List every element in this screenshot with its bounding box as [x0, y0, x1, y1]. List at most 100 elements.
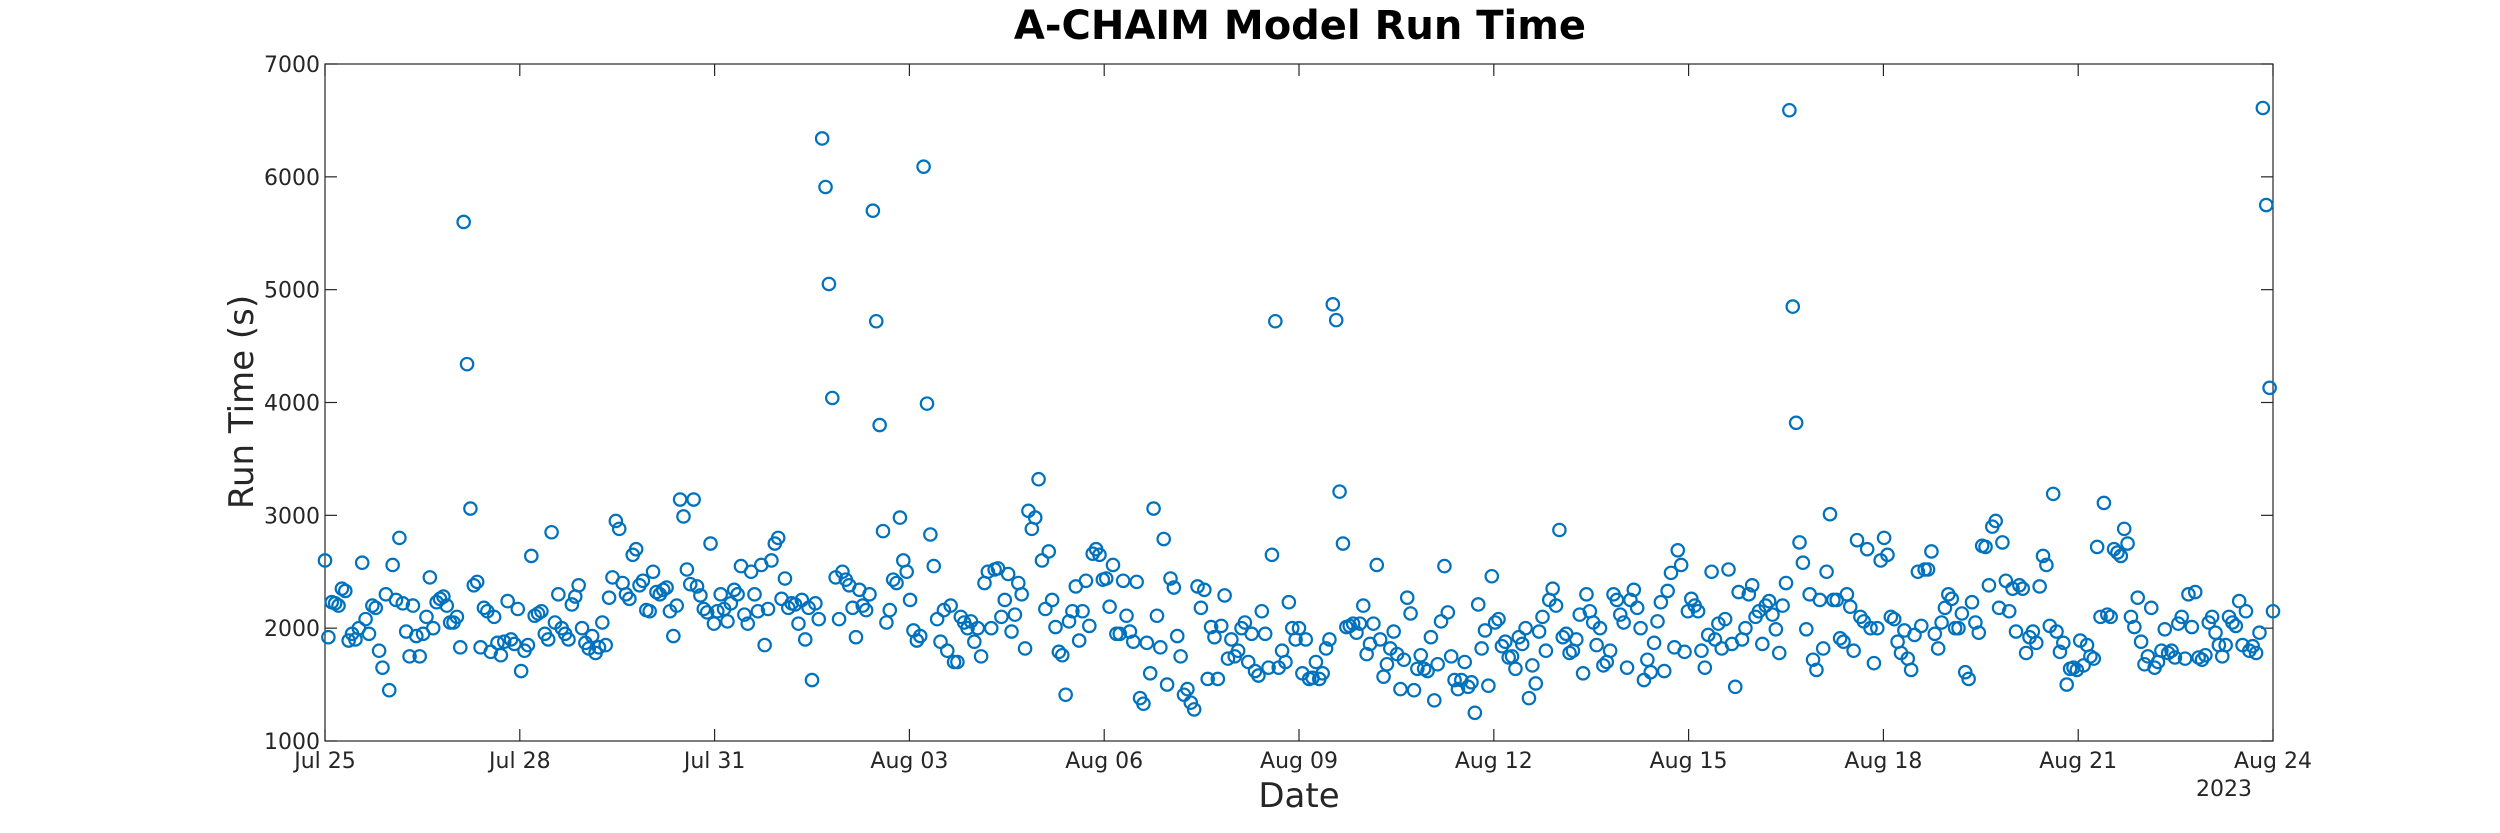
data-point — [1464, 675, 1479, 690]
data-point — [439, 598, 455, 613]
data-point — [821, 276, 837, 292]
data-point — [808, 596, 823, 611]
data-point — [818, 179, 833, 195]
data-point — [2177, 651, 2193, 666]
data-point — [943, 598, 958, 613]
data-point — [1508, 661, 1523, 677]
data-point — [409, 628, 424, 644]
data-point — [926, 558, 942, 574]
data-point — [750, 603, 766, 619]
data-point — [1934, 615, 1949, 630]
data-point — [392, 530, 407, 546]
data-point — [2110, 545, 2125, 560]
data-point — [2265, 603, 2281, 619]
data-point — [2225, 615, 2240, 630]
data-point — [2255, 100, 2271, 116]
data-point — [1048, 619, 1063, 635]
data-point — [1224, 632, 1239, 647]
data-point — [1798, 621, 1814, 637]
data-point — [1078, 573, 1094, 589]
data-point — [885, 572, 901, 587]
data-point — [1322, 632, 1337, 647]
data-point — [1819, 564, 1834, 580]
data-point — [791, 616, 806, 631]
data-point — [1619, 660, 1635, 675]
chart-title: A-CHAIM Model Run Time — [1014, 3, 1586, 49]
data-point — [2005, 581, 2020, 596]
data-point — [737, 607, 752, 622]
data-point — [608, 513, 624, 529]
data-point — [1159, 677, 1175, 692]
data-point — [970, 620, 986, 636]
data-point — [2198, 647, 2213, 663]
data-point — [2120, 536, 2135, 551]
data-point — [385, 557, 400, 573]
data-point — [764, 553, 779, 568]
data-point — [1450, 681, 1466, 697]
data-point — [666, 628, 681, 644]
x-tick-label: Aug 03 — [870, 749, 948, 774]
data-point — [321, 629, 336, 645]
data-point — [2018, 645, 2034, 661]
data-point — [950, 654, 965, 670]
data-point — [682, 576, 698, 592]
data-point — [1004, 624, 1019, 639]
data-point — [463, 501, 478, 516]
data-point — [872, 417, 887, 433]
data-point — [2157, 621, 2173, 637]
data-point — [1978, 539, 1993, 555]
data-point — [2008, 624, 2024, 639]
data-point — [933, 634, 948, 650]
data-point — [2248, 645, 2264, 661]
data-point — [1741, 587, 1757, 602]
data-point — [723, 596, 739, 611]
data-point — [1034, 553, 1050, 568]
data-point — [595, 615, 610, 630]
data-point — [368, 600, 384, 616]
data-point — [523, 548, 539, 564]
data-point — [1136, 696, 1151, 712]
data-point — [452, 640, 468, 655]
data-point — [703, 536, 718, 551]
data-point — [693, 588, 708, 603]
data-point — [1491, 611, 1506, 627]
data-point — [1075, 603, 1090, 619]
data-point — [1031, 471, 1046, 487]
data-point — [405, 598, 421, 613]
data-point — [1981, 577, 1997, 593]
data-point — [973, 649, 989, 664]
data-point — [635, 573, 651, 589]
data-point — [1403, 606, 1418, 621]
data-point — [1971, 625, 1987, 640]
data-point — [1220, 651, 1236, 666]
data-point — [1579, 587, 1594, 602]
data-point — [1538, 643, 1554, 659]
data-point — [919, 396, 935, 411]
data-point — [1349, 625, 1364, 640]
data-point — [1041, 544, 1057, 559]
data-point — [743, 564, 759, 580]
data-point — [1393, 681, 1408, 697]
data-point — [2032, 579, 2047, 594]
data-point — [669, 598, 685, 613]
data-point — [2258, 197, 2274, 213]
data-point — [1467, 705, 1483, 721]
data-point — [1924, 544, 1939, 559]
data-point — [2231, 593, 2247, 609]
data-point — [1237, 615, 1253, 630]
data-point — [1761, 593, 1777, 609]
data-point — [2171, 616, 2186, 631]
data-point — [1812, 592, 1828, 608]
data-point — [388, 592, 404, 608]
data-point — [1065, 603, 1080, 619]
data-point — [1082, 618, 1097, 634]
data-point — [571, 577, 586, 593]
data-point — [2218, 637, 2233, 653]
data-point — [2056, 635, 2071, 651]
data-point — [1268, 313, 1283, 329]
data-point — [1903, 662, 1919, 678]
data-point — [1410, 661, 1425, 677]
data-point — [2045, 486, 2061, 502]
